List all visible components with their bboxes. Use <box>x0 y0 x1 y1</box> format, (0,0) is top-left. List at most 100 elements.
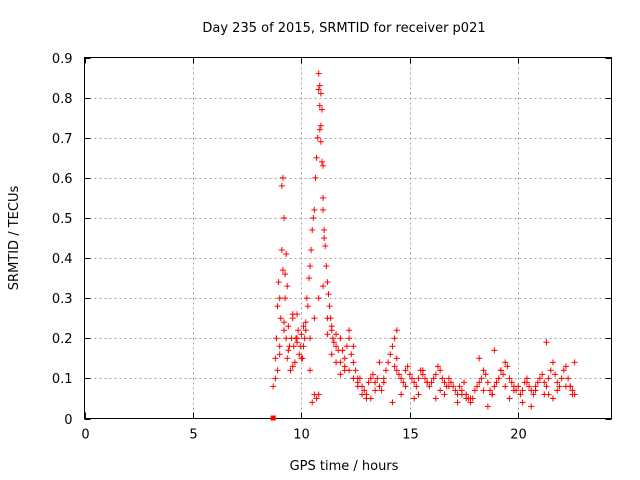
data-point <box>454 399 461 406</box>
y-tick-label: 0.7 <box>52 132 73 147</box>
data-point <box>389 343 396 350</box>
data-point <box>289 311 296 318</box>
data-point <box>274 367 281 374</box>
data-point <box>328 351 335 358</box>
data-point <box>502 383 509 390</box>
data-point <box>502 359 509 366</box>
x-tick-label: 0 <box>81 428 89 443</box>
data-point <box>398 391 405 398</box>
data-point <box>346 327 353 334</box>
data-point <box>315 86 322 93</box>
data-point <box>328 323 335 330</box>
data-point <box>406 371 413 378</box>
data-point <box>274 303 281 310</box>
data-point <box>372 379 379 386</box>
data-point <box>315 391 322 398</box>
data-point <box>275 279 282 286</box>
data-point <box>346 367 353 374</box>
data-point <box>276 351 283 358</box>
data-point <box>281 327 288 334</box>
data-point <box>391 335 398 342</box>
data-point <box>279 174 286 181</box>
data-point <box>308 247 315 254</box>
y-axis-tick-labels: 0 0.1 0.2 0.3 0.4 0.5 0.6 0.7 0.8 0.9 <box>52 52 73 428</box>
data-point <box>289 363 296 370</box>
data-point <box>491 383 498 390</box>
data-point <box>493 379 500 386</box>
data-point-square <box>270 415 276 421</box>
data-point <box>311 315 318 322</box>
data-point <box>317 122 324 129</box>
data-point <box>565 375 572 382</box>
y-tick-label: 0.3 <box>52 292 73 307</box>
data-point <box>290 343 297 350</box>
y-tick-label: 0 <box>64 413 72 428</box>
data-point <box>296 351 303 358</box>
data-point <box>408 375 415 382</box>
data-point <box>504 363 511 370</box>
data-point <box>378 387 385 394</box>
data-point <box>324 279 331 286</box>
data-point <box>295 327 302 334</box>
data-point <box>320 162 327 169</box>
data-point <box>382 367 389 374</box>
data-point <box>278 182 285 189</box>
data-point <box>300 343 307 350</box>
data-point <box>365 379 372 386</box>
data-point <box>302 319 309 326</box>
data-point <box>346 335 353 342</box>
data-point <box>313 154 320 161</box>
data-point <box>539 371 546 378</box>
data-point <box>393 355 400 362</box>
data-point <box>445 375 452 382</box>
data-point <box>413 383 420 390</box>
data-point <box>478 375 485 382</box>
data-point <box>272 355 279 362</box>
data-point <box>474 383 481 390</box>
data-point <box>424 379 431 386</box>
grid-lines <box>84 57 612 419</box>
data-point <box>320 283 327 290</box>
data-point <box>313 395 320 402</box>
data-point <box>526 383 533 390</box>
data-point <box>363 395 370 402</box>
data-point <box>350 343 357 350</box>
data-point <box>484 379 491 386</box>
data-point <box>298 355 305 362</box>
data-point <box>322 243 329 250</box>
data-point <box>315 70 322 77</box>
data-point <box>284 355 291 362</box>
data-point <box>307 263 314 270</box>
data-point <box>411 395 418 402</box>
data-point <box>281 214 288 221</box>
data-point <box>376 383 383 390</box>
data-point <box>456 383 463 390</box>
data-point <box>487 387 494 394</box>
data-point <box>439 375 446 382</box>
data-point <box>376 359 383 366</box>
data-point <box>554 379 561 386</box>
data-point <box>545 391 552 398</box>
data-point <box>560 367 567 374</box>
data-point <box>310 214 317 221</box>
data-point <box>283 251 290 258</box>
data-point <box>301 335 308 342</box>
data-point <box>302 327 309 334</box>
data-point <box>532 387 539 394</box>
data-point <box>283 335 290 342</box>
data-point <box>318 106 325 113</box>
data-point <box>284 283 291 290</box>
data-point <box>298 331 305 338</box>
data-point <box>506 395 513 402</box>
data-point <box>276 343 283 350</box>
data-point <box>317 90 324 97</box>
data-point <box>432 371 439 378</box>
data-point <box>317 138 324 145</box>
data-point <box>333 331 340 338</box>
data-point <box>421 375 428 382</box>
y-tick-label: 0.5 <box>52 212 73 227</box>
data-point <box>380 379 387 386</box>
data-point <box>430 375 437 382</box>
data-point <box>294 339 301 346</box>
